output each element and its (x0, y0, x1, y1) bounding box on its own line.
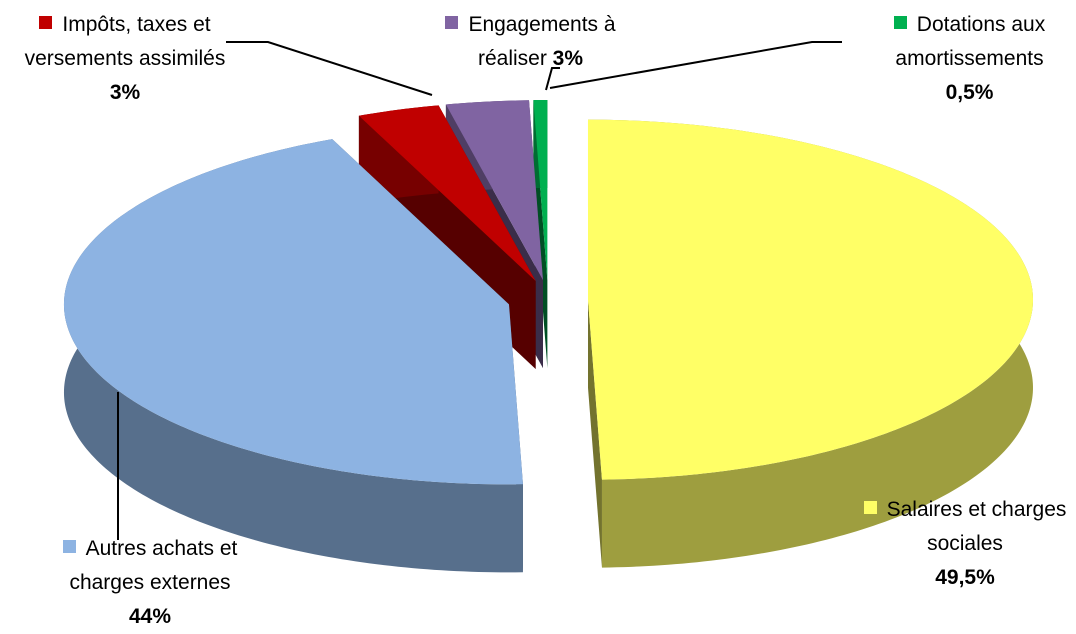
label-name: Impôts, taxes et versements assimilés (24, 13, 226, 70)
label: Salaires et charges sociales 49,5% (855, 493, 1075, 595)
label: Engagements à réaliser 3% (418, 8, 643, 76)
legend-swatch (39, 16, 53, 29)
slice-top (63, 139, 523, 485)
label-name: Dotations aux amortissements (895, 13, 1046, 70)
label-name: Autres achats et charges externes (69, 537, 238, 594)
label-value: 44% (128, 605, 172, 628)
label-name: Salaires et charges sociales (886, 498, 1067, 555)
leader-line (549, 41, 842, 89)
slice-top (445, 100, 543, 281)
label-value: 0,5% (945, 81, 994, 104)
legend-swatch (445, 16, 459, 29)
label: Autres achats et charges externes 44% (30, 532, 270, 634)
slice-edge (587, 299, 602, 568)
label-value: 3% (109, 81, 141, 104)
leader-line (545, 67, 560, 91)
label-value: 49,5% (935, 566, 995, 589)
slice (533, 100, 548, 369)
label: Dotations aux amortissements 0,5% (862, 8, 1076, 110)
slice-top (587, 119, 1033, 480)
label: Impôts, taxes et versements assimilés 3% (15, 8, 235, 110)
slice-top (533, 100, 548, 281)
label-value: 3% (552, 47, 584, 70)
legend-swatch (893, 16, 907, 29)
legend-swatch (863, 501, 877, 514)
legend-swatch (62, 540, 76, 553)
leader-lines (117, 41, 842, 540)
slice (63, 139, 523, 573)
leader-line (226, 41, 433, 96)
slice (587, 119, 1033, 568)
label-name: Engagements à réaliser (468, 13, 616, 70)
slice-top (358, 105, 536, 281)
